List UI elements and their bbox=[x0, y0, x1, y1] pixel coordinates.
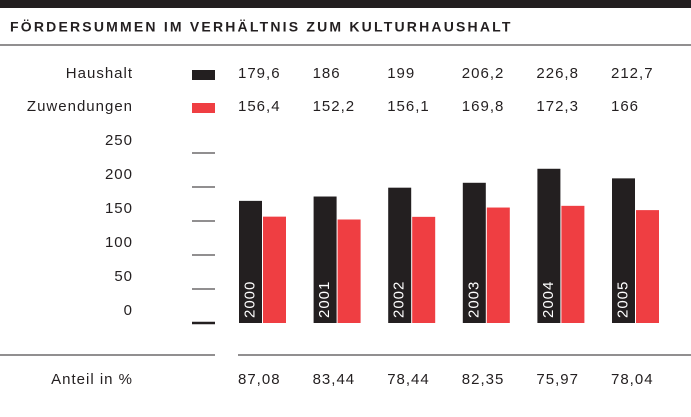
share-value: 83,44 bbox=[313, 371, 356, 388]
category-label: 2003 bbox=[465, 281, 482, 318]
y-tick-label: 50 bbox=[114, 268, 133, 285]
legend-label: Haushalt bbox=[66, 65, 133, 82]
bar bbox=[561, 205, 585, 323]
share-value: 87,08 bbox=[238, 371, 281, 388]
bar bbox=[239, 200, 262, 323]
bar bbox=[412, 216, 436, 323]
bar bbox=[537, 168, 561, 323]
value-label: 156,4 bbox=[238, 98, 281, 115]
legend-swatch bbox=[192, 70, 215, 80]
y-tick-label: 200 bbox=[105, 166, 133, 183]
top-bar bbox=[0, 0, 691, 8]
value-label: 179,6 bbox=[238, 65, 281, 82]
value-label: 172,3 bbox=[536, 98, 579, 115]
share-value: 78,04 bbox=[611, 371, 654, 388]
share-value: 82,35 bbox=[462, 371, 505, 388]
bar bbox=[462, 182, 486, 323]
bar bbox=[636, 210, 659, 323]
category-label: 2005 bbox=[614, 281, 631, 318]
category-label: 2000 bbox=[241, 281, 258, 318]
value-label: 186 bbox=[313, 65, 341, 82]
bar bbox=[612, 178, 635, 323]
value-label: 206,2 bbox=[462, 65, 505, 82]
y-tick-label: 0 bbox=[124, 302, 133, 319]
legend-label: Zuwendungen bbox=[27, 98, 133, 115]
value-label: 166 bbox=[611, 98, 639, 115]
bar bbox=[313, 196, 337, 323]
value-label: 156,1 bbox=[387, 98, 430, 115]
value-label: 199 bbox=[387, 65, 415, 82]
category-label: 2004 bbox=[540, 281, 557, 318]
share-value: 75,97 bbox=[536, 371, 579, 388]
y-tick-label: 150 bbox=[105, 200, 133, 217]
chart-title: FÖRDERSUMMEN IM VERHÄLTNIS ZUM KULTURHAU… bbox=[10, 19, 513, 35]
bar bbox=[337, 219, 361, 323]
share-label: Anteil in % bbox=[51, 371, 133, 388]
category-label: 2002 bbox=[391, 281, 408, 318]
value-label: 226,8 bbox=[536, 65, 579, 82]
bar bbox=[388, 187, 412, 323]
value-label: 152,2 bbox=[313, 98, 356, 115]
value-label: 169,8 bbox=[462, 98, 505, 115]
y-tick-label: 100 bbox=[105, 234, 133, 251]
y-tick-label: 250 bbox=[105, 132, 133, 149]
bar bbox=[263, 216, 286, 323]
bar bbox=[486, 207, 510, 323]
legend-swatch bbox=[192, 103, 215, 113]
category-label: 2001 bbox=[316, 281, 333, 318]
value-label: 212,7 bbox=[611, 65, 654, 82]
share-value: 78,44 bbox=[387, 371, 430, 388]
